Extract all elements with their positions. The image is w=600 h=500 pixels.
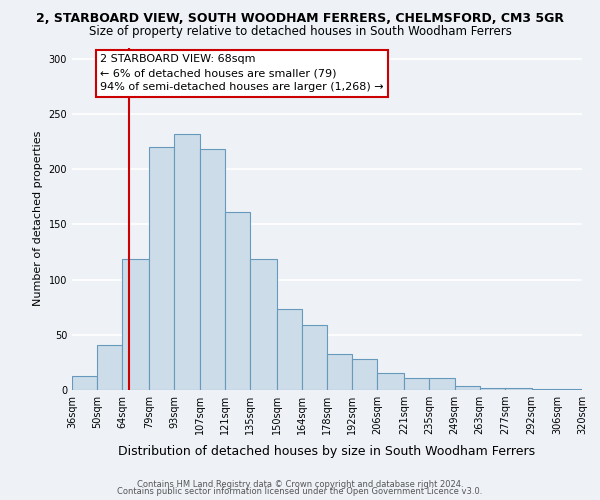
Bar [430,378,455,390]
Bar [97,344,122,390]
Bar [250,258,277,390]
Bar [532,389,557,390]
Y-axis label: Number of detached properties: Number of detached properties [33,131,43,306]
Bar [175,134,199,390]
Text: Contains public sector information licensed under the Open Government Licence v3: Contains public sector information licen… [118,487,482,496]
Text: Size of property relative to detached houses in South Woodham Ferrers: Size of property relative to detached ho… [89,25,511,38]
Bar [302,325,327,390]
Bar [224,212,250,390]
Text: 2, STARBOARD VIEW, SOUTH WOODHAM FERRERS, CHELMSFORD, CM3 5GR: 2, STARBOARD VIEW, SOUTH WOODHAM FERRERS… [36,12,564,26]
Bar [352,359,377,390]
Bar [72,376,97,390]
Bar [377,374,404,390]
Bar [404,378,430,390]
Text: 2 STARBOARD VIEW: 68sqm
← 6% of detached houses are smaller (79)
94% of semi-det: 2 STARBOARD VIEW: 68sqm ← 6% of detached… [100,54,383,92]
Text: Contains HM Land Registry data © Crown copyright and database right 2024.: Contains HM Land Registry data © Crown c… [137,480,463,489]
Bar [479,388,505,390]
Bar [455,386,479,390]
Bar [122,258,149,390]
Bar [149,147,175,390]
Bar [327,354,352,390]
Bar [277,310,302,390]
Bar [557,389,582,390]
X-axis label: Distribution of detached houses by size in South Woodham Ferrers: Distribution of detached houses by size … [118,446,536,458]
Bar [199,149,224,390]
Bar [505,388,532,390]
